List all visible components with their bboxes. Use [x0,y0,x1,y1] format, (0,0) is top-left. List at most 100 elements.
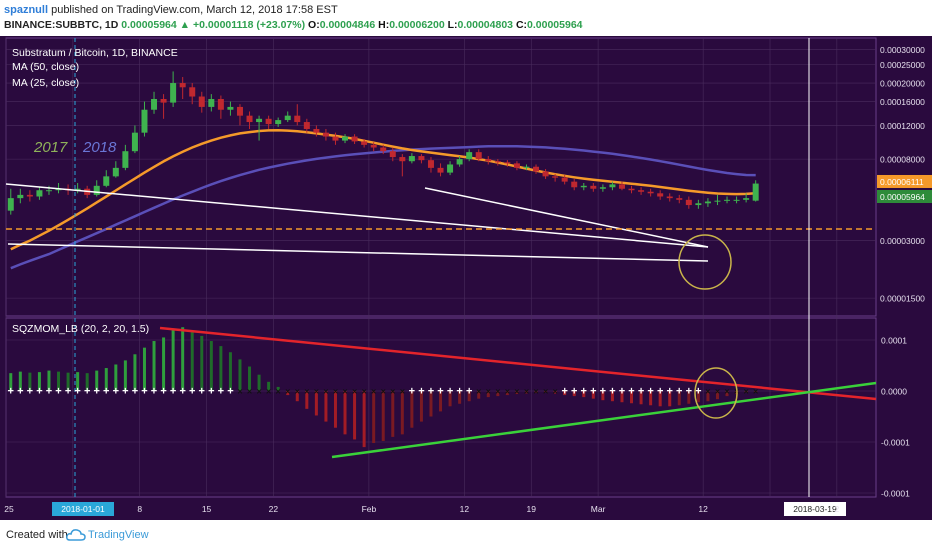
indicator-red-trendline[interactable] [159,326,877,401]
candle-down [303,122,310,129]
upper-trendline[interactable] [5,183,709,248]
squeeze-plus-marker: + [218,386,224,398]
lower-trendline[interactable] [7,243,709,262]
candle-down [265,118,272,125]
momentum-bar-negative [630,391,634,404]
momentum-bar-positive [18,371,22,391]
squeeze-plus-marker: + [695,386,701,398]
last-price-tag [877,190,932,204]
time-tick: Feb [362,504,377,514]
price-axis[interactable]: 0.00030000 0.00025000 0.00020000 0.00016000… [877,45,932,304]
indicator-tick: 0.0001 [881,336,907,346]
symbol-ohlc-line: BINANCE:SUBBTC, 1D 0.00005964 ▲ +0.00001… [4,19,583,32]
momentum-bar-positive [142,347,146,391]
candle-down [399,157,406,162]
candle-up [74,188,81,191]
author-link[interactable]: spaznull [4,4,49,16]
momentum-bar-positive [123,360,127,391]
squeeze-x-marker: × [533,387,538,397]
time-axis[interactable] [0,499,932,520]
momentum-bar-negative [343,391,347,435]
candle-down [485,159,492,162]
candle-up [743,198,750,200]
squeeze-dots: + + + + + + + + + + + + + + + + + + + + + + + + × × × × × × × × × × × × × × × ×… [8,386,759,398]
candle-down [685,199,692,206]
momentum-bar-positive [47,370,51,391]
chart-area[interactable]: 0.00030000 0.00025000 0.00020000 0.00016000… [0,36,932,520]
candle-up [408,156,415,162]
squeeze-plus-marker: + [189,386,195,398]
close-label: C: [515,19,528,31]
price-pane[interactable] [5,37,877,317]
high-value: 0.00006200 [389,19,445,31]
price-tick: 0.00025000 [880,60,925,70]
candle-down [380,147,387,152]
squeeze-plus-marker: + [456,386,462,398]
momentum-bar-negative [591,391,595,399]
chart-header: spaznull published on TradingView.com, M… [0,0,932,36]
squeeze-x-marker: × [342,387,347,397]
candle-down [427,160,434,168]
momentum-bar-negative [381,391,385,441]
squeeze-x-marker: × [514,387,519,397]
tradingview-link[interactable]: TradingView [88,529,149,541]
ma-level-price-tag [877,174,932,188]
squeeze-plus-marker: + [619,386,625,398]
candle-up [122,151,129,168]
time-tick: 12 [698,504,708,514]
squeeze-plus-marker: + [428,386,434,398]
momentum-bar-negative [286,391,290,396]
candle-up [227,106,234,110]
indicator-green-trendline[interactable] [331,381,877,459]
momentum-bar-negative [553,391,557,394]
time-tick-highlighted: 2018-01-01 [61,504,105,514]
squeeze-plus-marker: + [466,386,472,398]
candle-down [246,115,253,123]
price-tick: 0.00030000 [880,45,925,55]
momentum-bar-negative [620,391,624,403]
squeeze-plus-marker: + [74,386,80,398]
candle-up [724,199,731,201]
candle-up [599,187,606,189]
squeeze-x-marker: × [543,387,548,397]
momentum-bar-negative [391,391,395,437]
candle-up [714,200,721,202]
price-tick: 0.00001500 [880,294,925,304]
price-tick: 0.00016000 [880,97,925,107]
momentum-bar-positive [267,381,271,391]
momentum-bar-positive [209,341,213,391]
momentum-bar-negative [744,391,748,393]
candle-down [571,181,578,188]
squeeze-plus-marker: + [94,386,100,398]
squeeze-x-marker: × [552,387,557,397]
channel-line[interactable] [424,187,709,248]
squeeze-plus-marker: + [170,386,176,398]
squeeze-x-marker: × [724,387,729,397]
momentum-bar-negative [572,391,576,397]
momentum-bar-negative [725,391,729,397]
highlight-circle-indicator[interactable] [694,367,738,419]
last-price-text: 0.00005964 [880,192,925,202]
indicator-axis[interactable]: 0.0001 0.0000 -0.0001 -0.0001 [881,336,910,499]
momentum-bar-negative [305,391,309,409]
momentum-bar-negative [563,391,567,396]
momentum-bar-negative [534,391,538,394]
time-tick: 25 [4,504,14,514]
momentum-bar-negative [601,391,605,401]
momentum-bar-negative [505,391,509,396]
highlight-circle-price[interactable] [678,234,732,290]
candle-down [513,163,520,168]
momentum-bar-negative [458,391,462,404]
momentum-bar-negative [706,391,710,402]
squeeze-plus-marker: + [647,386,653,398]
squeeze-plus-marker: + [638,386,644,398]
candle-up [36,190,43,197]
squeeze-plus-marker: + [657,386,663,398]
squeeze-plus-marker: + [581,386,587,398]
squeeze-x-marker: × [495,387,500,397]
up-arrow-icon: ▲ [179,19,191,31]
momentum-histogram [9,327,758,448]
momentum-bar-negative [486,391,490,398]
squeeze-plus-marker: + [122,386,128,398]
squeeze-plus-marker: + [571,386,577,398]
